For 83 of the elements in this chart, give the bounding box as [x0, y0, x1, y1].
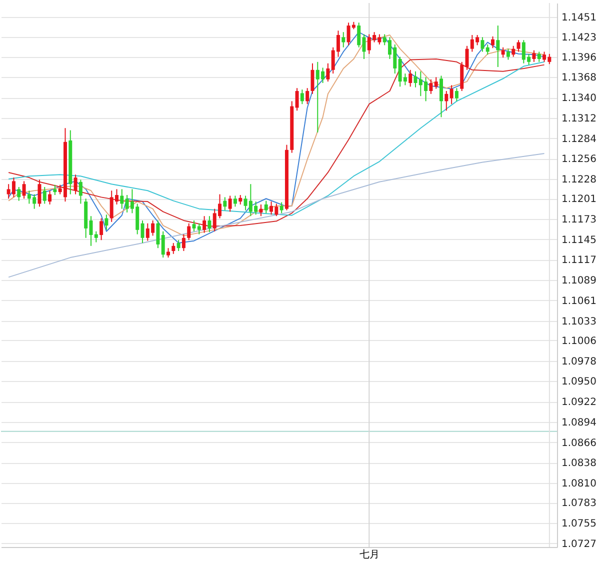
candlestick [42, 186, 46, 204]
y-tick-label: 1.1396 [562, 52, 596, 64]
candlestick [516, 40, 520, 52]
y-tick-label: 1.1006 [562, 336, 596, 347]
candlestick [506, 48, 510, 60]
candlestick [460, 61, 464, 92]
candlestick [280, 202, 284, 214]
y-tick-label: 1.1117 [562, 255, 596, 266]
candlestick [53, 184, 57, 196]
candlestick [264, 200, 268, 214]
candlestick [259, 204, 263, 217]
candlestick [310, 62, 314, 94]
y-tick-label: 1.1145 [562, 234, 596, 246]
candlestick [537, 51, 541, 62]
candlestick [140, 220, 144, 244]
candlestick [512, 45, 516, 58]
y-tick-label: 1.0922 [562, 397, 596, 408]
y-tick-label: 1.0727 [562, 538, 596, 550]
candlestick [208, 216, 212, 233]
candlestick [17, 186, 21, 202]
y-tick-label: 1.1312 [562, 113, 596, 124]
candlestick [532, 50, 536, 62]
candlestick [172, 242, 176, 254]
candlestick [300, 89, 304, 105]
candlestick [486, 44, 490, 56]
candlestick [156, 220, 160, 249]
candlestick [233, 195, 237, 208]
candlestick [491, 36, 495, 49]
candlestick [238, 194, 242, 205]
candlestick [187, 222, 191, 241]
y-tick-label: 1.1256 [562, 154, 596, 166]
candlestick [223, 196, 227, 211]
candlestick [450, 84, 454, 105]
y-tick-label: 1.0755 [562, 518, 596, 530]
candlestick [465, 45, 469, 70]
y-tick-label: 1.1423 [562, 32, 596, 44]
y-tick-label: 1.1033 [562, 316, 596, 328]
candlestick [444, 90, 448, 112]
candlestick [342, 32, 346, 48]
candlestick [176, 240, 180, 252]
candlestick [120, 188, 124, 210]
candlestick [295, 88, 299, 112]
candlestick [434, 76, 438, 90]
candlestick [74, 174, 78, 195]
candlestick [306, 88, 310, 105]
y-tick-label: 1.1368 [562, 72, 596, 84]
candlestick [440, 75, 444, 118]
y-tick-label: 1.1340 [562, 93, 596, 104]
candlestick [326, 62, 330, 82]
y-tick-label: 1.1284 [562, 134, 596, 145]
y-tick-label: 1.1061 [562, 296, 596, 307]
candlestick [104, 214, 108, 230]
candlestick [38, 179, 42, 208]
y-tick-label: 1.1201 [562, 194, 596, 206]
candlestick [78, 179, 82, 204]
candlestick [182, 234, 186, 252]
y-tick-label: 1.0866 [562, 438, 596, 449]
candlestick [202, 216, 206, 234]
candlestick [100, 218, 104, 241]
candlestick [166, 248, 170, 258]
candlestick [496, 25, 500, 68]
y-tick-label: 1.1451 [562, 12, 596, 24]
y-tick-label: 1.0978 [562, 356, 596, 368]
line-series [8, 153, 545, 278]
y-tick-label: 1.0894 [562, 417, 596, 428]
y-tick-label: 1.0783 [562, 498, 596, 510]
x-tick-label: 七月 [360, 548, 380, 560]
candlestick [94, 230, 98, 243]
candlestick [22, 180, 26, 200]
y-tick-label: 1.1228 [562, 174, 596, 186]
candlestick [429, 78, 433, 94]
candlestick [480, 36, 484, 52]
candlestick [454, 88, 458, 102]
y-tick-label: 1.1089 [562, 276, 596, 287]
candlestick [161, 230, 165, 258]
y-tick-label: 1.1173 [562, 214, 596, 226]
candlestick [228, 195, 232, 212]
candlestick [501, 46, 505, 58]
y-tick-label: 1.0810 [562, 478, 596, 490]
candlestick [408, 69, 412, 88]
candlestick [48, 190, 52, 205]
y-tick-label: 1.0950 [562, 376, 596, 388]
y-tick-label: 1.0838 [562, 458, 596, 470]
